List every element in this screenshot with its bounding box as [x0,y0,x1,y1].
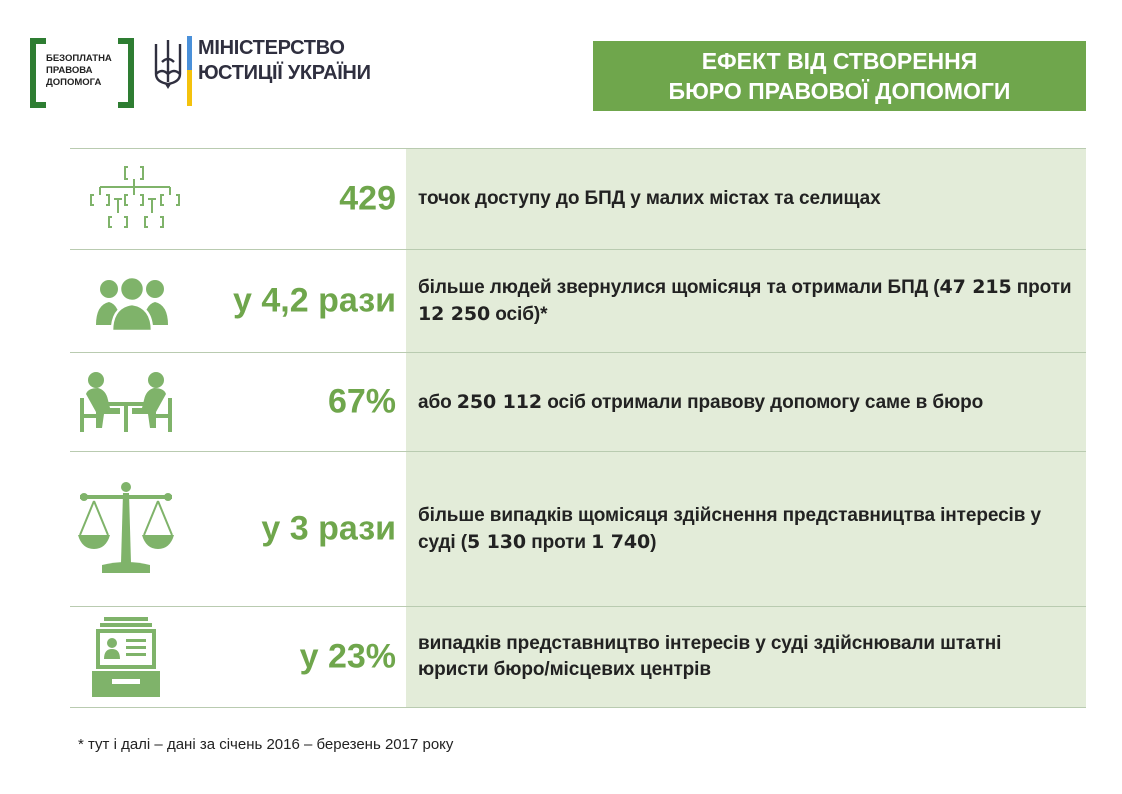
stat-figure: у 23% [299,637,396,676]
people-group-icon [96,275,168,333]
stat-figure: 67% [327,382,396,421]
stat-row: 429 точок доступу до БПД у малих містах … [70,148,1086,249]
trident-icon [154,40,182,89]
flag-yellow-stripe [187,70,192,106]
stats-table: 429 точок доступу до БПД у малих містах … [70,148,1086,708]
left-bracket [30,38,46,108]
flag-blue-stripe [187,36,192,70]
stat-description: випадків представництво інтересів у суді… [418,633,1002,680]
file-cabinet-icon [92,617,160,697]
stat-description: точок доступу до БПД у малих містах та с… [418,188,881,209]
scales-icon [78,482,174,573]
stat-row: у 23% випадків представництво інтересів … [70,606,1086,708]
footnote: * тут і далі – дані за січень 2016 – бер… [78,736,454,753]
stat-description: більше випадків щомісяця здійснення пред… [418,504,1041,553]
stat-description: більше людей звернулися щомісяця та отри… [418,276,1072,325]
stat-row: 67% або 250 112 осіб отримали правову до… [70,352,1086,451]
stat-row: у 3 рази більше випадків щомісяця здійсн… [70,451,1086,606]
stat-figure: у 4,2 рази [233,281,396,320]
banner-line-2: БЮРО ПРАВОВОЇ ДОПОМОГИ [668,78,1011,104]
logo-text: БЕЗОПЛАТНА ПРАВОВА ДОПОМОГА [46,53,112,88]
ministry-name: МІНІСТЕРСТВО ЮСТИЦІЇ УКРАЇНИ [198,37,371,84]
free-legal-aid-logo: БЕЗОПЛАТНА ПРАВОВА ДОПОМОГА [30,38,134,108]
ministry-logo: МІНІСТЕРСТВО ЮСТИЦІЇ УКРАЇНИ [152,34,392,114]
banner-line-1: ЕФЕКТ ВІД СТВОРЕННЯ [701,48,978,74]
right-bracket [118,38,134,108]
stat-description: або 250 112 осіб отримали правову допомо… [418,390,984,413]
stat-figure: 429 [339,179,396,218]
network-brackets-icon [90,166,180,228]
consultation-table-icon [80,372,172,432]
stat-figure: у 3 рази [261,509,396,548]
stat-row: у 4,2 рази більше людей звернулися щоміс… [70,249,1086,352]
title-banner: ЕФЕКТ ВІД СТВОРЕННЯ БЮРО ПРАВОВОЇ ДОПОМО… [593,41,1086,111]
